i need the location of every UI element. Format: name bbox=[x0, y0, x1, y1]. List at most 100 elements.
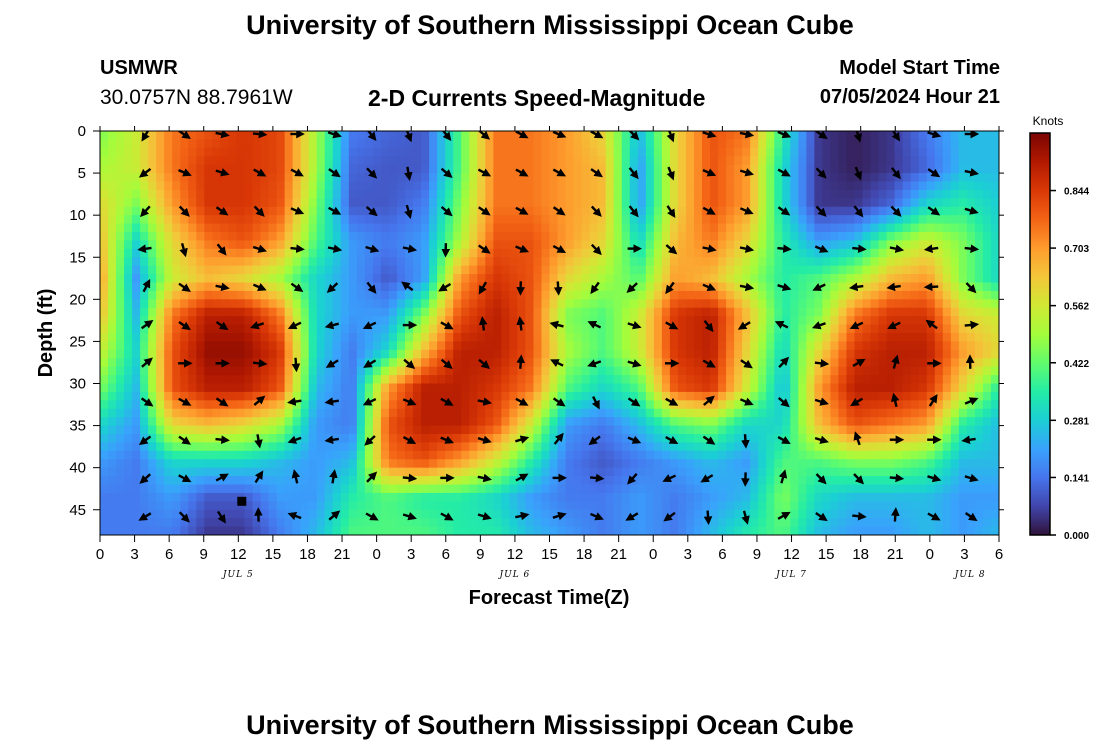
heat-cell bbox=[854, 164, 864, 174]
heat-cell bbox=[685, 215, 695, 225]
heat-cell bbox=[597, 282, 607, 292]
heat-cell bbox=[710, 232, 719, 242]
heat-cell bbox=[501, 198, 510, 208]
heat-cell bbox=[645, 215, 655, 225]
heat-cell bbox=[910, 206, 920, 216]
heat-cell bbox=[565, 442, 575, 452]
heat-cell bbox=[236, 375, 246, 385]
heat-cell bbox=[413, 131, 422, 141]
heat-cell bbox=[356, 240, 366, 250]
heat-cell bbox=[782, 181, 791, 191]
heat-cell bbox=[661, 417, 671, 427]
heat-cell bbox=[894, 248, 904, 258]
heat-cell bbox=[910, 181, 920, 191]
heat-cell bbox=[421, 274, 430, 284]
heat-cell bbox=[886, 198, 896, 208]
heat-cell bbox=[308, 467, 318, 477]
heat-cell bbox=[629, 257, 639, 267]
heat-cell bbox=[726, 299, 735, 309]
heat-cell bbox=[958, 257, 968, 267]
heat-cell bbox=[565, 206, 575, 216]
heat-cell bbox=[541, 400, 551, 410]
heat-cell bbox=[308, 240, 318, 250]
heat-cell bbox=[677, 324, 687, 334]
heat-cell bbox=[100, 139, 109, 149]
heat-cell bbox=[669, 467, 679, 477]
heat-cell bbox=[453, 467, 462, 477]
heat-cell bbox=[926, 375, 936, 385]
heat-cell bbox=[124, 290, 133, 300]
heat-cell bbox=[156, 248, 165, 258]
heat-cell bbox=[990, 375, 999, 385]
heat-cell bbox=[565, 391, 575, 401]
heat-cell bbox=[100, 265, 109, 275]
heat-cell bbox=[172, 358, 181, 368]
heat-cell bbox=[164, 181, 173, 191]
heat-cell bbox=[196, 400, 205, 410]
heat-cell bbox=[710, 290, 719, 300]
heat-cell bbox=[493, 307, 502, 317]
heat-cell bbox=[348, 391, 358, 401]
heat-cell bbox=[653, 383, 663, 393]
heat-cell bbox=[180, 341, 189, 351]
heat-cell bbox=[894, 307, 904, 317]
heat-cell bbox=[348, 290, 358, 300]
heat-cell bbox=[196, 442, 205, 452]
heat-cell bbox=[348, 173, 358, 183]
heat-cell bbox=[742, 173, 751, 183]
heat-cell bbox=[549, 400, 559, 410]
heat-cell bbox=[356, 139, 366, 149]
heat-cell bbox=[830, 434, 840, 444]
heat-cell bbox=[982, 232, 992, 242]
heat-cell bbox=[509, 408, 518, 418]
heat-cell bbox=[549, 333, 559, 343]
heat-cell bbox=[405, 299, 414, 309]
heat-cell bbox=[533, 223, 543, 233]
heat-cell bbox=[164, 223, 173, 233]
heat-cell bbox=[244, 290, 254, 300]
heat-cell bbox=[605, 307, 615, 317]
heat-cell bbox=[846, 442, 856, 452]
heat-cell bbox=[918, 299, 928, 309]
heat-cell bbox=[380, 248, 390, 258]
heat-cell bbox=[453, 164, 462, 174]
heat-cell bbox=[782, 156, 791, 166]
heat-cell bbox=[541, 492, 551, 502]
heat-cell bbox=[613, 391, 623, 401]
heat-cell bbox=[605, 400, 615, 410]
heat-cell bbox=[196, 290, 205, 300]
heat-cell bbox=[934, 349, 944, 359]
heat-cell bbox=[750, 139, 759, 149]
heat-cell bbox=[429, 501, 438, 511]
heat-cell bbox=[910, 417, 920, 427]
heat-cell bbox=[124, 164, 133, 174]
heat-cell bbox=[798, 265, 807, 275]
heat-cell bbox=[356, 299, 366, 309]
heat-cell bbox=[252, 408, 262, 418]
heat-cell bbox=[292, 408, 302, 418]
heat-cell bbox=[934, 425, 944, 435]
heat-cell bbox=[268, 198, 278, 208]
heat-cell bbox=[966, 341, 976, 351]
heat-cell bbox=[782, 324, 791, 334]
heat-cell bbox=[573, 316, 583, 326]
heat-cell bbox=[557, 425, 567, 435]
heat-cell bbox=[693, 417, 703, 427]
heat-cell bbox=[380, 173, 390, 183]
heat-cell bbox=[661, 173, 671, 183]
heat-cell bbox=[356, 147, 366, 157]
heat-cell bbox=[629, 366, 639, 376]
heat-cell bbox=[902, 366, 912, 376]
heat-cell bbox=[212, 215, 222, 225]
heat-cell bbox=[918, 131, 928, 141]
heat-cell bbox=[268, 333, 278, 343]
heat-cell bbox=[292, 223, 302, 233]
heat-cell bbox=[164, 248, 173, 258]
heat-cell bbox=[220, 265, 230, 275]
heat-cell bbox=[356, 408, 366, 418]
heat-cell bbox=[372, 265, 382, 275]
heat-cell bbox=[108, 358, 117, 368]
heat-cell bbox=[862, 206, 872, 216]
heat-cell bbox=[108, 434, 117, 444]
heat-cell bbox=[525, 215, 535, 225]
